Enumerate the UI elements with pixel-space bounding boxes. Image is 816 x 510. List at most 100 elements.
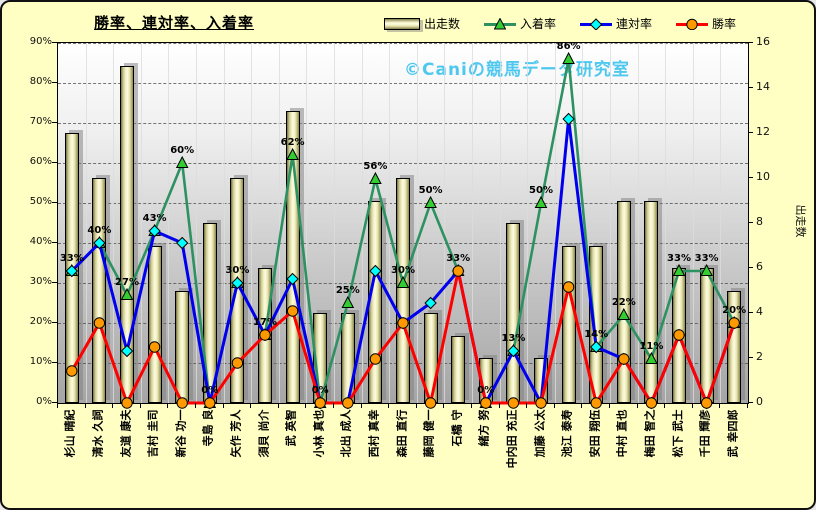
triangle-marker [424,195,437,208]
data-label: 33% [667,253,691,264]
x-axis-tick-mark [691,403,693,408]
diamond-marker [286,272,299,286]
circle-icon [686,18,698,30]
y-axis-tick-mark [748,42,753,43]
circle-marker [728,317,740,329]
data-label: 0% [311,385,329,396]
v-gridline [113,43,115,403]
y-axis-tick-label: 30% [29,276,52,287]
circle-marker [286,305,299,317]
v-gridline [637,43,639,403]
v-gridline [223,43,225,403]
x-axis-tick-mark [84,403,86,408]
x-axis-label: 千田 輝彦 [698,409,712,458]
circle-marker [259,329,271,341]
watermark: ©Caniの競馬データ研究室 [404,60,630,80]
h-gridline [58,163,748,164]
v-gridline [499,43,501,403]
v-gridline [444,43,446,403]
x-axis-label: 中内田 充正 [505,409,519,469]
diamond-marker [231,276,244,290]
legend-label: 連対率 [616,17,653,31]
y-axis-tick-mark [748,312,753,313]
diamond-icon [590,17,603,30]
right-axis-title: 出走数 [794,204,807,238]
y-axis-tick-label: 50% [29,196,52,207]
data-label: 14% [584,329,609,340]
data-label: 20% [722,305,747,316]
x-axis-label: 須貝 尚介 [257,409,270,458]
x-axis-tick-mark [471,403,472,408]
y-axis-tick-mark [748,267,753,268]
triangle-marker [286,147,299,160]
data-label: 86% [556,41,581,52]
y-axis-tick-label: 20% [29,316,52,327]
line-swatch [676,18,709,30]
x-axis-tick-mark [609,403,610,408]
v-gridline [665,43,667,403]
x-axis-label: 石橋 守 [450,409,464,447]
circle-marker [507,397,520,409]
x-axis-label: 安田 翔伍 [588,409,602,458]
diamond-marker [507,344,520,358]
circle-marker [369,353,382,365]
x-axis-tick-mark [360,403,362,408]
starts-bar [451,335,466,403]
line-swatch [484,17,517,30]
y-axis-tick-label: 90% [29,36,52,47]
x-axis-label: 武 英智 [284,409,298,447]
diamond-marker [148,224,161,238]
x-axis-label: 梅田 智之 [643,409,657,458]
data-label: 0% [477,385,495,396]
triangle-marker [369,171,382,184]
v-gridline [720,43,722,403]
diamond-marker [562,112,575,126]
triangle-marker [494,17,507,29]
data-label: 13% [501,333,526,344]
circle-marker [618,353,630,365]
data-label: 27% [115,277,139,288]
x-axis-label: 吉村 圭司 [146,409,160,458]
y-axis-tick-mark [52,122,57,123]
y-axis-tick-mark [52,162,57,163]
x-axis-label: 北出 成人 [339,409,353,458]
y-axis-tick-label: 2 [756,350,763,363]
x-axis-tick-mark [388,403,390,408]
x-axis-label: 小林 真也 [312,409,326,458]
x-axis-tick-mark [250,403,252,408]
circle-marker [204,397,216,409]
y-axis-tick-mark [748,357,753,358]
triangle-marker [645,351,658,364]
x-axis-label: 松下 武士 [671,409,684,458]
data-label: 30% [225,265,250,276]
h-gridline [58,123,748,124]
x-axis-label: 中村 直也 [615,409,629,458]
x-axis-tick-mark [443,403,445,408]
y-axis-tick-label: 12 [756,125,770,138]
y-axis-tick-mark [52,282,57,283]
v-gridline [389,43,391,403]
data-label: 50% [529,185,553,196]
y-axis-tick-label: 0 [756,395,763,408]
legend: 出走数 入着率 連対率 勝率 [384,15,736,32]
data-label: 33% [694,253,719,264]
chart-title: 勝率、連対率、入着率 [94,14,255,32]
data-label: 30% [391,265,415,276]
circle-marker [231,357,244,369]
triangle-icon [494,17,507,29]
x-axis-label: 森田 直行 [395,409,408,458]
diamond-marker [65,264,79,278]
line-swatch [580,17,613,30]
circle-marker [397,317,409,329]
v-gridline [361,43,363,403]
x-axis-tick-mark [719,403,721,408]
y-axis-tick-mark [52,202,57,203]
circle-marker [93,317,106,329]
circle-marker [176,397,188,409]
circle-marker [645,397,658,409]
starts-bar [616,200,631,403]
win-rate-line [70,269,736,405]
h-gridline [58,83,748,84]
x-axis-tick-mark [415,403,417,408]
